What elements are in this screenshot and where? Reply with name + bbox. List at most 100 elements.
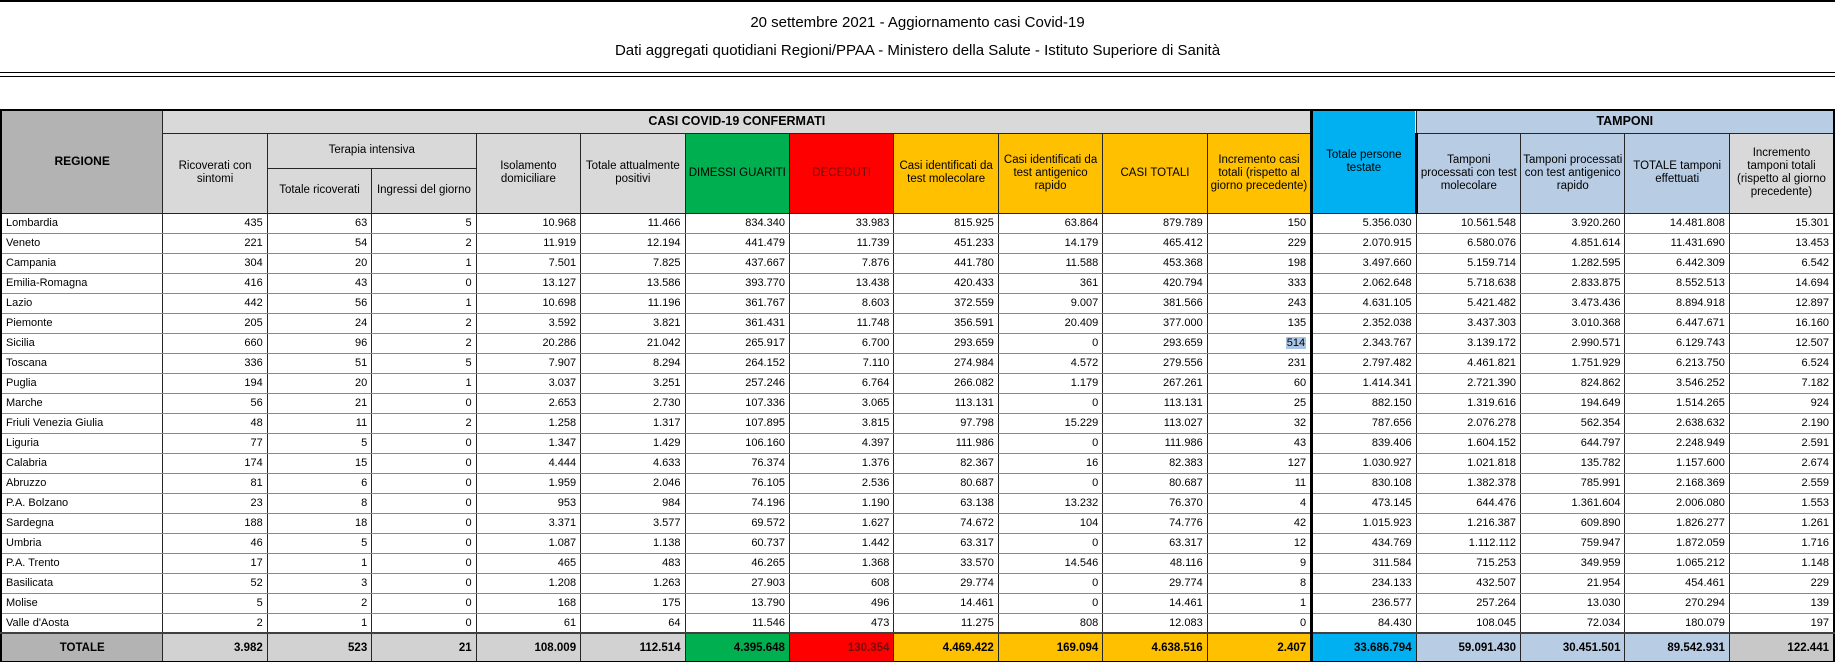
value-cell[interactable]: 2.730 [580, 392, 686, 414]
value-cell[interactable]: 815.925 [893, 212, 999, 234]
value-cell[interactable]: 1.429 [580, 432, 686, 454]
value-cell[interactable]: 2.721.390 [1415, 372, 1522, 394]
value-cell[interactable]: 759.947 [1520, 532, 1626, 554]
value-cell[interactable]: 3.473.436 [1520, 292, 1626, 314]
value-cell[interactable]: 0 [371, 532, 477, 554]
value-cell[interactable]: 7.110 [788, 352, 895, 374]
value-cell[interactable]: 12.507 [1728, 332, 1835, 354]
value-cell[interactable]: 13.232 [997, 492, 1104, 514]
value-cell[interactable]: 1.347 [475, 432, 582, 454]
value-cell[interactable]: 609.890 [1520, 512, 1626, 534]
value-cell[interactable]: 3 [266, 572, 373, 594]
value-cell[interactable]: 787.656 [1310, 412, 1417, 434]
value-cell[interactable]: 197 [1728, 612, 1835, 634]
value-cell[interactable]: 56 [266, 292, 373, 314]
value-cell[interactable]: 1 [1206, 592, 1313, 614]
value-cell[interactable]: 3.251 [580, 372, 686, 394]
region-name-cell[interactable]: Marche [0, 392, 164, 414]
value-cell[interactable]: 6.524 [1728, 352, 1835, 374]
value-cell[interactable]: 194 [162, 372, 268, 394]
value-cell[interactable]: 5 [371, 352, 477, 374]
value-cell[interactable]: 175 [580, 592, 686, 614]
value-cell[interactable]: 830.108 [1310, 472, 1417, 494]
value-cell[interactable]: 1.138 [580, 532, 686, 554]
value-cell[interactable]: 465 [475, 552, 582, 574]
value-cell[interactable]: 14.461 [893, 592, 999, 614]
value-cell[interactable]: 7.182 [1728, 372, 1835, 394]
value-cell[interactable]: 3.437.303 [1415, 312, 1522, 334]
value-cell[interactable]: 465.412 [1102, 232, 1208, 254]
value-cell[interactable]: 27.903 [684, 572, 790, 594]
value-cell[interactable]: 644.797 [1520, 432, 1626, 454]
value-cell[interactable]: 11.919 [475, 232, 582, 254]
value-cell[interactable]: 63 [266, 212, 373, 234]
value-cell[interactable]: 29.774 [1102, 572, 1208, 594]
value-cell[interactable]: 61 [475, 612, 582, 634]
value-cell[interactable]: 454.461 [1624, 572, 1730, 594]
value-cell[interactable]: 0 [371, 612, 477, 634]
value-cell[interactable]: 1 [371, 292, 477, 314]
value-cell[interactable]: 43 [1206, 432, 1313, 454]
value-cell[interactable]: 1.216.387 [1415, 512, 1522, 534]
value-cell[interactable]: 2.638.632 [1624, 412, 1730, 434]
value-cell[interactable]: 229 [1728, 572, 1835, 594]
value-cell[interactable]: 441.479 [684, 232, 790, 254]
value-cell[interactable]: 1.553 [1728, 492, 1835, 514]
value-cell[interactable]: 0 [371, 432, 477, 454]
value-cell[interactable]: 279.556 [1102, 352, 1208, 374]
value-cell[interactable]: 1.065.212 [1624, 552, 1730, 574]
value-cell[interactable]: 2.076.278 [1415, 412, 1522, 434]
value-cell[interactable]: 5.718.638 [1415, 272, 1522, 294]
region-name-cell[interactable]: Liguria [0, 432, 164, 454]
value-cell[interactable]: 11.748 [788, 312, 895, 334]
value-cell[interactable]: 1 [266, 552, 373, 574]
value-cell[interactable]: 4.572 [997, 352, 1104, 374]
value-cell[interactable]: 1.414.341 [1310, 372, 1417, 394]
value-cell[interactable]: 0 [371, 272, 477, 294]
value-cell[interactable]: 8.894.918 [1624, 292, 1730, 314]
region-name-cell[interactable]: Lazio [0, 292, 164, 314]
value-cell[interactable]: 608 [788, 572, 895, 594]
value-cell[interactable]: 2 [162, 612, 268, 634]
value-cell[interactable]: 6.442.309 [1624, 252, 1730, 274]
value-cell[interactable]: 265.917 [684, 332, 790, 354]
value-cell[interactable]: 266.082 [893, 372, 999, 394]
value-cell[interactable]: 2.833.875 [1520, 272, 1626, 294]
value-cell[interactable]: 2.343.767 [1310, 332, 1417, 354]
value-cell[interactable]: 33.983 [788, 212, 895, 234]
value-cell[interactable]: 43 [266, 272, 373, 294]
value-cell[interactable]: 6.447.671 [1624, 312, 1730, 334]
value-cell[interactable]: 4.461.821 [1415, 352, 1522, 374]
value-cell[interactable]: 74.776 [1102, 512, 1208, 534]
value-cell[interactable]: 1.361.604 [1520, 492, 1626, 514]
value-cell[interactable]: 264.152 [684, 352, 790, 374]
value-cell[interactable]: 32 [1206, 412, 1313, 434]
value-cell[interactable]: 361 [997, 272, 1104, 294]
value-cell[interactable]: 63.138 [893, 492, 999, 514]
value-cell[interactable]: 5 [162, 592, 268, 614]
value-cell[interactable]: 11.466 [580, 212, 686, 234]
region-name-cell[interactable]: Umbria [0, 532, 164, 554]
value-cell[interactable]: 82.367 [893, 452, 999, 474]
value-cell[interactable]: 333 [1206, 272, 1313, 294]
value-cell[interactable]: 7.907 [475, 352, 582, 374]
value-cell[interactable]: 20 [266, 252, 373, 274]
value-cell[interactable]: 3.037 [475, 372, 582, 394]
value-cell[interactable]: 14.546 [997, 552, 1104, 574]
value-cell[interactable]: 1.112.112 [1415, 532, 1522, 554]
value-cell[interactable]: 13.438 [788, 272, 895, 294]
value-cell[interactable]: 46.265 [684, 552, 790, 574]
value-cell[interactable]: 496 [788, 592, 895, 614]
value-cell[interactable]: 361.767 [684, 292, 790, 314]
value-cell[interactable]: 435 [162, 212, 268, 234]
value-cell[interactable]: 188 [162, 512, 268, 534]
value-cell[interactable]: 48 [162, 412, 268, 434]
region-name-cell[interactable]: Friuli Venezia Giulia [0, 412, 164, 434]
value-cell[interactable]: 451.233 [893, 232, 999, 254]
value-cell[interactable]: 1.604.152 [1415, 432, 1522, 454]
value-cell[interactable]: 11.588 [997, 252, 1104, 274]
value-cell[interactable]: 924 [1728, 392, 1835, 414]
value-cell[interactable]: 2.559 [1728, 472, 1835, 494]
value-cell[interactable]: 135.782 [1520, 452, 1626, 474]
value-cell[interactable]: 257.246 [684, 372, 790, 394]
